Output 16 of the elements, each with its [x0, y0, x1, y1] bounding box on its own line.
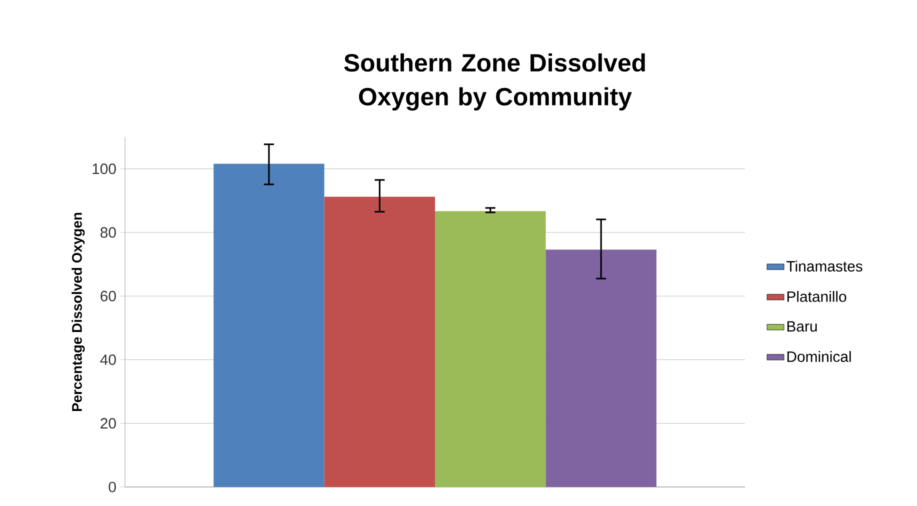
bar: [324, 196, 436, 487]
bar: [214, 164, 324, 487]
y-tick-label: 60: [100, 290, 116, 302]
bar: [435, 211, 546, 487]
y-tick-label: 40: [100, 354, 116, 365]
y-tick-label: 100: [92, 164, 116, 174]
bar: [546, 250, 656, 487]
y-tick-label: 20: [100, 418, 116, 429]
chart-title: Southern Zone Dissolved Oxygen by Community: [344, 53, 645, 111]
y-tick-label: 0: [108, 482, 116, 492]
y-tick-label: 80: [100, 227, 116, 238]
legend-label: Baru: [787, 321, 817, 332]
legend-label: Platanillo: [787, 290, 846, 302]
legend-label: Dominical: [787, 351, 851, 362]
legend-label: Tinamastes: [786, 260, 862, 272]
y-axis-title: Percentage Dissolved Oxygen: [72, 212, 85, 412]
